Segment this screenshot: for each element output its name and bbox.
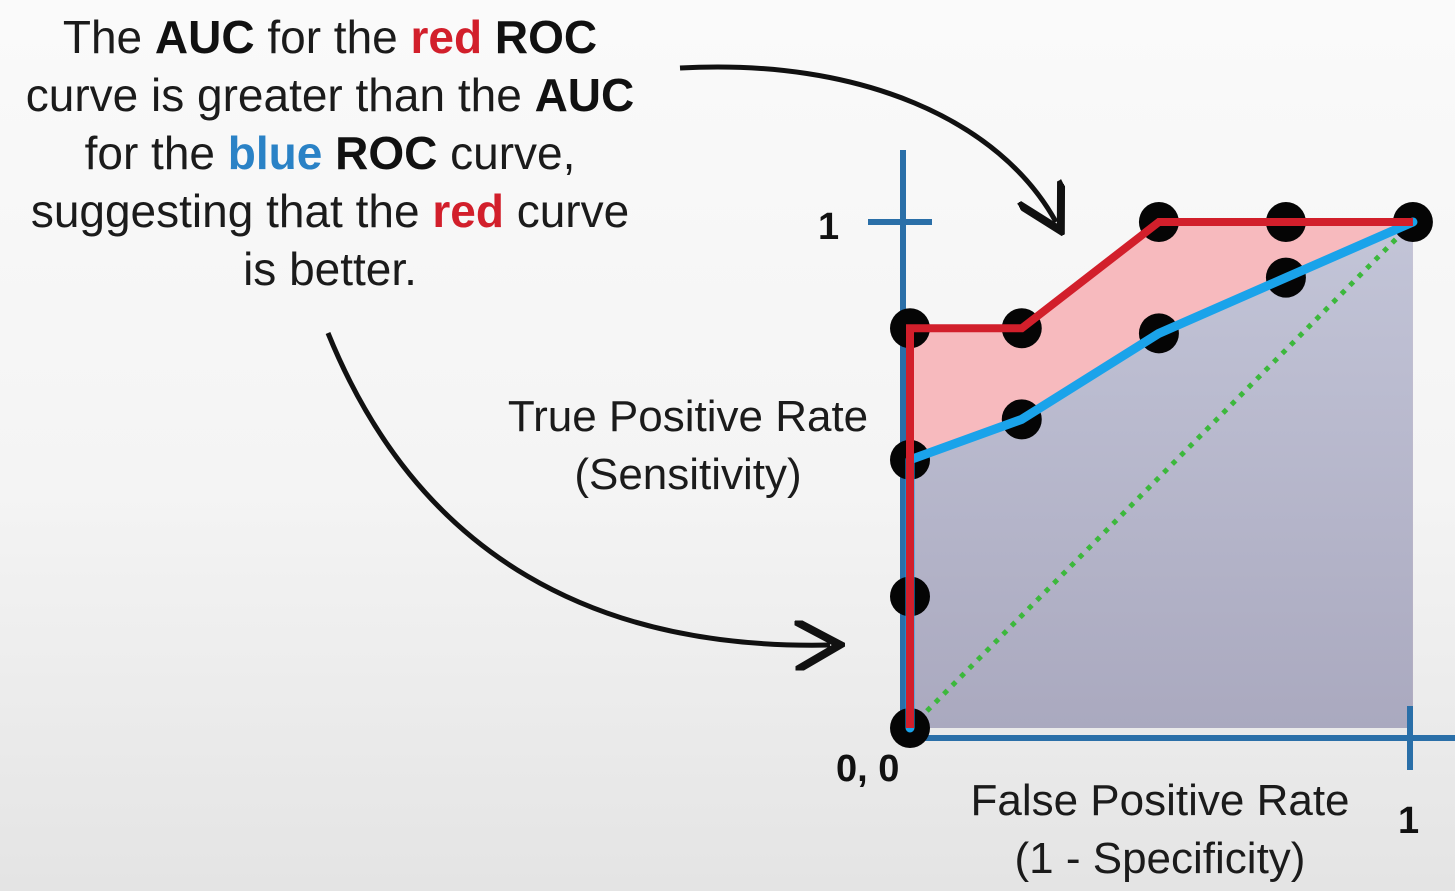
caption-line-5: is better. (0, 240, 660, 298)
caption-line-2: curve is greater than the AUC (0, 66, 660, 124)
caption-text: The (62, 11, 155, 63)
caption-red-word: red (410, 11, 483, 63)
x-tick-label-1: 1 (1398, 800, 1420, 842)
caption-text: suggesting that the (30, 185, 433, 237)
caption-bold: AUC (154, 11, 255, 63)
caption-bold: ROC (335, 127, 438, 179)
caption-text: curve, (437, 127, 576, 179)
caption-line-4: suggesting that the red curve (0, 182, 660, 240)
annotation-arrow-to-red (679, 64, 1056, 222)
y-axis-label-line-1: True Positive Rate (507, 392, 869, 441)
caption-bold: ROC (494, 11, 598, 63)
y-tick-label-1: 1 (818, 206, 840, 248)
origin-tick-label: 0, 0 (836, 748, 900, 790)
caption-text: curve is greater than the (25, 69, 535, 121)
y-axis-label-line-2: (Sensitivity) (574, 450, 802, 499)
caption-line-3: for the blue ROC curve, (0, 124, 660, 182)
caption-text: is better. (243, 243, 417, 295)
x-axis-label-line-2: (1 - Specificity) (1014, 834, 1306, 883)
caption-text: curve (503, 185, 630, 237)
caption-line-1: The AUC for the red ROC (0, 8, 660, 66)
caption-bold: AUC (534, 69, 635, 121)
annotation-arrow-to-blue (325, 332, 830, 645)
caption-text: for the (84, 127, 228, 179)
blue-auc-area (910, 222, 1413, 728)
caption-blue-word: blue (227, 127, 323, 179)
caption-text: for the (254, 11, 411, 63)
caption-red-word: red (432, 185, 504, 237)
x-axis-label-line-1: False Positive Rate (970, 776, 1350, 825)
red-roc-curve (906, 218, 1413, 728)
